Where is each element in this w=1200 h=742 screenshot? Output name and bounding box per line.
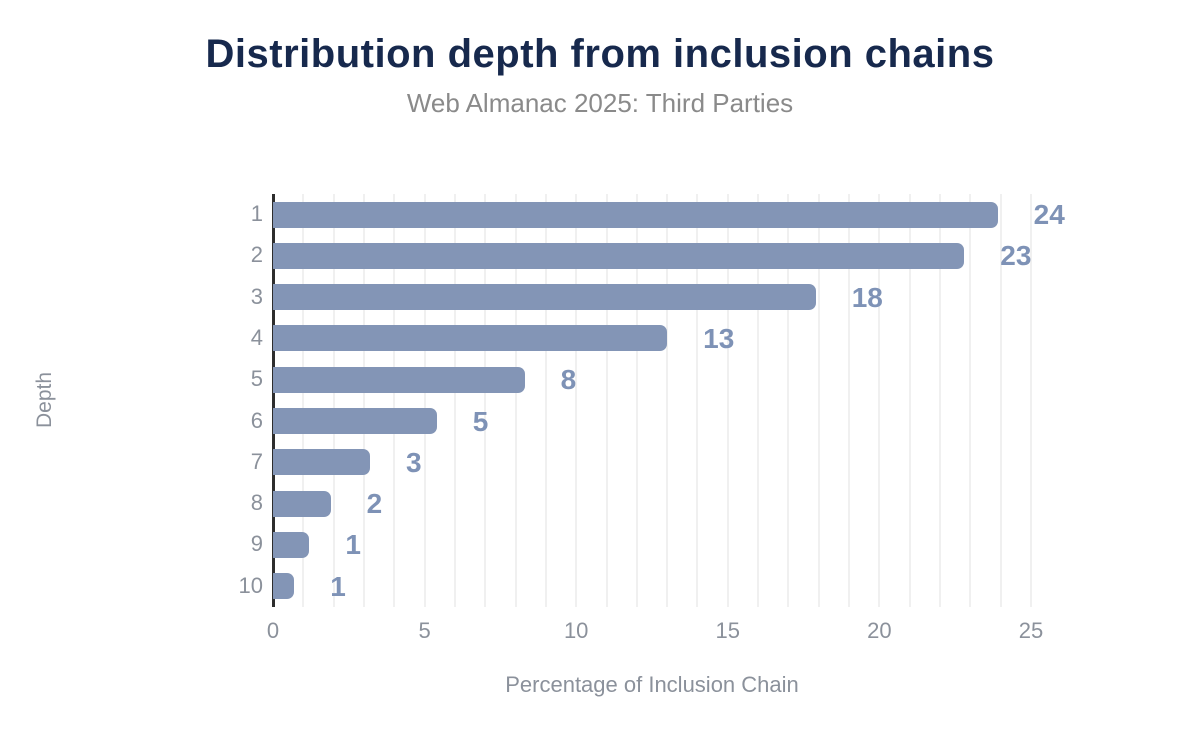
- bar-depth-5: [273, 366, 525, 393]
- bar-depth-6: [273, 408, 437, 435]
- gridline: [635, 194, 638, 607]
- y-tick-label: 1: [250, 201, 263, 226]
- x-tick-label: 20: [867, 618, 892, 643]
- bar-depth-8: [273, 490, 331, 517]
- x-tick-label: 10: [563, 618, 589, 643]
- gridline: [393, 194, 396, 607]
- gridline: [575, 194, 578, 607]
- bar-value-label: 2: [366, 488, 383, 520]
- bar-depth-1: [273, 201, 998, 228]
- gridline: [666, 194, 669, 607]
- gridline: [787, 194, 790, 607]
- gridline: [908, 194, 911, 607]
- gridline: [696, 194, 699, 607]
- bar-value-label: 18: [851, 281, 883, 313]
- x-tick-label: 15: [715, 618, 741, 643]
- x-tick-label: 0: [266, 618, 280, 643]
- chart-title: Distribution depth from inclusion chains: [205, 32, 995, 76]
- gridline: [484, 194, 487, 607]
- gridline: [605, 194, 608, 607]
- y-tick-label: 7: [250, 448, 263, 474]
- gridline: [999, 194, 1002, 607]
- bar-row: 2 23: [251, 235, 1032, 276]
- bar-depth-7: [273, 449, 371, 476]
- bar-depth-9: [273, 531, 310, 558]
- y-tick-label: 6: [250, 407, 263, 433]
- gridline: [423, 194, 426, 607]
- bar-value-label: 24: [1033, 199, 1065, 230]
- bar-depth-3: [273, 284, 816, 311]
- y-tick-label: 8: [250, 490, 263, 516]
- bar-value-label: 5: [472, 405, 489, 437]
- y-tick-label: 4: [250, 324, 263, 350]
- bar-row: 10 1: [239, 566, 1031, 607]
- x-axis-title: Percentage of Inclusion Chain: [505, 672, 799, 697]
- gridline: [757, 194, 760, 607]
- bar-value-label: 23: [1000, 240, 1032, 272]
- chart-subtitle: Web Almanac 2025: Third Parties: [406, 88, 794, 118]
- bar-value-label: 3: [406, 446, 422, 478]
- y-tick-label: 9: [250, 531, 263, 557]
- gridline: [848, 194, 851, 607]
- y-axis-title: Depth: [33, 371, 56, 429]
- plot-area: 1 24 2 23 3 18 4 13 5 8 6 5 7 3 8 2 9 1 10 1 0 5 10 15 20 25 Per…: [239, 194, 1065, 697]
- gridline: [969, 194, 972, 607]
- bar-value-label: 1: [345, 529, 361, 561]
- gridline: [362, 194, 365, 607]
- x-tick-label: 25: [1018, 618, 1044, 643]
- gridline: [726, 194, 729, 607]
- bar-depth-10: [273, 573, 295, 600]
- bar-depth-4: [273, 325, 668, 352]
- bar-depth-2: [273, 242, 965, 269]
- y-tick-label: 5: [250, 366, 263, 392]
- gridline: [544, 194, 547, 607]
- gridline: [878, 194, 881, 607]
- y-tick-label: 10: [238, 572, 263, 598]
- y-tick-label: 3: [250, 283, 263, 309]
- gridline: [817, 194, 820, 607]
- bar-value-label: 1: [330, 570, 346, 602]
- bar-row: 1 24: [251, 194, 1065, 235]
- y-tick-label: 2: [250, 242, 263, 268]
- bar-row: 4 13: [251, 318, 1031, 359]
- gridline: [1030, 194, 1032, 607]
- gridline: [514, 194, 517, 607]
- gridline: [302, 194, 305, 607]
- bar-value-label: 13: [703, 322, 735, 354]
- gridline: [453, 194, 456, 607]
- x-tick-label: 5: [418, 618, 431, 643]
- gridline: [332, 194, 335, 607]
- gridline: [939, 194, 942, 607]
- y-axis-line: [272, 194, 275, 607]
- bar-row: 3 18: [251, 277, 1031, 318]
- bar-value-label: 8: [560, 364, 577, 396]
